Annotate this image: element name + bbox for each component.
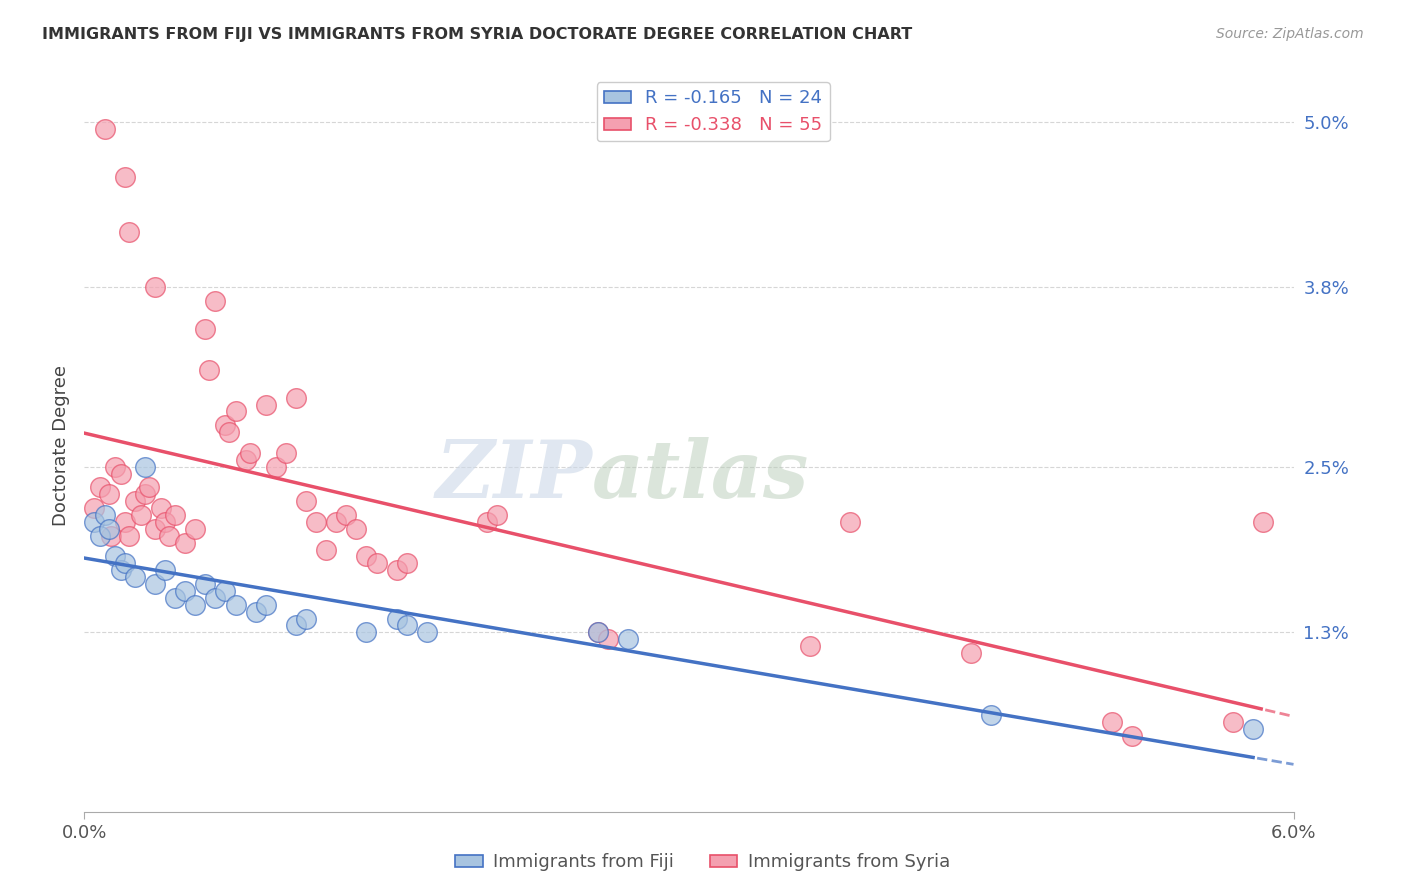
Point	[83, 515, 105, 529]
Point	[100, 529, 122, 543]
Point	[110, 467, 132, 481]
Text: IMMIGRANTS FROM FIJI VS IMMIGRANTS FROM SYRIA DOCTORATE DEGREE CORRELATION CHART: IMMIGRANTS FROM FIJI VS IMMIGRANTS FROM …	[42, 27, 912, 42]
Point	[110, 563, 132, 577]
Point	[1222, 714, 1244, 729]
Point	[225, 404, 247, 418]
Point	[395, 557, 418, 571]
Point	[284, 391, 308, 405]
Legend: R = -0.165   N = 24, R = -0.338   N = 55: R = -0.165 N = 24, R = -0.338 N = 55	[596, 82, 830, 142]
Point	[477, 515, 499, 529]
Point	[97, 522, 120, 536]
Point	[118, 225, 141, 239]
Point	[980, 708, 1002, 723]
Point	[617, 632, 640, 647]
Point	[839, 515, 862, 529]
Text: ZIP: ZIP	[436, 436, 592, 514]
Point	[124, 494, 146, 508]
Point	[239, 446, 262, 460]
Point	[295, 611, 318, 625]
Point	[346, 522, 368, 536]
Point	[225, 598, 247, 612]
Point	[134, 487, 156, 501]
Point	[960, 646, 983, 660]
Point	[89, 480, 111, 494]
Point	[254, 598, 277, 612]
Point	[264, 459, 287, 474]
Point	[235, 452, 257, 467]
Point	[129, 508, 152, 522]
Point	[799, 639, 821, 653]
Point	[356, 625, 378, 640]
Point	[149, 501, 172, 516]
Point	[366, 557, 388, 571]
Point	[416, 625, 439, 640]
Point	[104, 549, 127, 564]
Point	[395, 618, 418, 632]
Point	[1251, 515, 1274, 529]
Point	[315, 542, 337, 557]
Point	[486, 508, 509, 522]
Point	[165, 591, 187, 605]
Point	[1101, 714, 1123, 729]
Point	[114, 557, 136, 571]
Point	[104, 459, 127, 474]
Point	[194, 321, 217, 335]
Point	[1121, 729, 1143, 743]
Y-axis label: Doctorate Degree: Doctorate Degree	[52, 366, 70, 526]
Point	[184, 522, 207, 536]
Point	[153, 515, 176, 529]
Point	[305, 515, 328, 529]
Point	[89, 529, 111, 543]
Point	[134, 459, 156, 474]
Point	[284, 618, 308, 632]
Point	[385, 611, 408, 625]
Point	[118, 529, 141, 543]
Point	[124, 570, 146, 584]
Point	[157, 529, 180, 543]
Point	[184, 598, 207, 612]
Point	[385, 563, 408, 577]
Point	[1241, 722, 1264, 736]
Point	[114, 169, 136, 184]
Point	[97, 487, 120, 501]
Point	[83, 501, 105, 516]
Point	[214, 583, 236, 598]
Point	[198, 363, 221, 377]
Point	[588, 625, 610, 640]
Point	[335, 508, 357, 522]
Point	[588, 625, 610, 640]
Point	[254, 398, 277, 412]
Point	[214, 418, 236, 433]
Point	[93, 121, 115, 136]
Point	[93, 508, 115, 522]
Text: Source: ZipAtlas.com: Source: ZipAtlas.com	[1216, 27, 1364, 41]
Point	[114, 515, 136, 529]
Text: atlas: atlas	[592, 436, 810, 514]
Point	[325, 515, 347, 529]
Point	[174, 535, 197, 549]
Point	[204, 591, 226, 605]
Point	[295, 494, 318, 508]
Point	[143, 522, 166, 536]
Point	[143, 577, 166, 591]
Point	[174, 583, 197, 598]
Point	[274, 446, 297, 460]
Point	[194, 577, 217, 591]
Point	[153, 563, 176, 577]
Point	[165, 508, 187, 522]
Point	[138, 480, 160, 494]
Point	[598, 632, 620, 647]
Point	[143, 280, 166, 294]
Point	[356, 549, 378, 564]
Legend: Immigrants from Fiji, Immigrants from Syria: Immigrants from Fiji, Immigrants from Sy…	[449, 847, 957, 879]
Point	[218, 425, 240, 440]
Point	[245, 605, 267, 619]
Point	[204, 294, 226, 309]
